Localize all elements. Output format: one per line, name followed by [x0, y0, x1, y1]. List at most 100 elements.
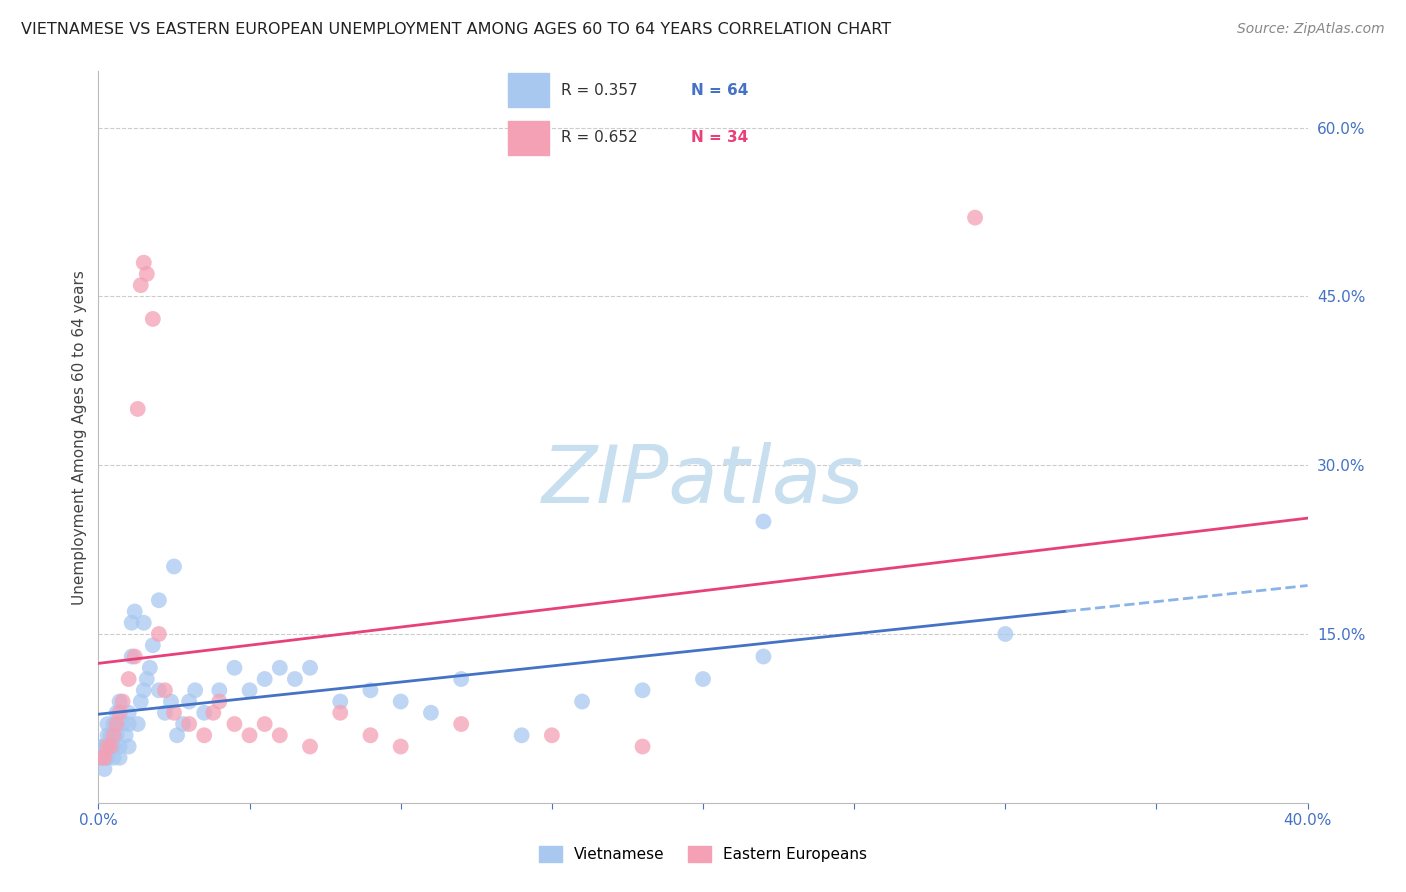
Point: [103, 739, 125, 754]
Point: [96, 717, 118, 731]
Point: [752, 515, 775, 529]
Text: R = 0.357: R = 0.357: [561, 83, 637, 97]
Point: [96, 739, 118, 754]
Point: [111, 694, 134, 708]
Point: [103, 717, 125, 731]
Point: [571, 694, 593, 708]
Point: [93, 739, 115, 754]
Point: [139, 661, 162, 675]
Point: [510, 728, 533, 742]
Point: [118, 739, 141, 754]
Point: [105, 717, 128, 731]
Point: [142, 638, 165, 652]
Point: [111, 717, 134, 731]
Point: [166, 728, 188, 742]
Point: [96, 728, 118, 742]
Legend: Vietnamese, Eastern Europeans: Vietnamese, Eastern Europeans: [533, 840, 873, 868]
Bar: [509, 73, 548, 106]
Point: [90, 751, 112, 765]
Point: [129, 278, 152, 293]
Point: [202, 706, 225, 720]
Point: [124, 649, 146, 664]
Point: [108, 751, 131, 765]
Point: [224, 717, 246, 731]
Text: N = 64: N = 64: [690, 83, 748, 97]
Point: [994, 627, 1017, 641]
Point: [752, 649, 775, 664]
Point: [184, 683, 207, 698]
Point: [96, 751, 118, 765]
Point: [965, 211, 987, 225]
Point: [103, 751, 125, 765]
Point: [179, 717, 201, 731]
Point: [540, 728, 562, 742]
Point: [148, 593, 170, 607]
Point: [127, 401, 149, 416]
Point: [103, 739, 125, 754]
Point: [239, 728, 262, 742]
Point: [93, 751, 115, 765]
Point: [135, 672, 157, 686]
Point: [224, 661, 246, 675]
Point: [90, 739, 112, 754]
Point: [96, 751, 118, 765]
Text: ZIPatlas: ZIPatlas: [541, 442, 865, 520]
Point: [631, 739, 654, 754]
Point: [193, 706, 215, 720]
Point: [160, 694, 183, 708]
Point: [93, 762, 115, 776]
Point: [108, 694, 131, 708]
Point: [121, 649, 143, 664]
Point: [100, 739, 122, 754]
Point: [127, 717, 149, 731]
Point: [269, 661, 291, 675]
Point: [132, 615, 155, 630]
Point: [172, 717, 194, 731]
Point: [692, 672, 714, 686]
Point: [208, 683, 231, 698]
Bar: [509, 121, 548, 155]
Point: [142, 312, 165, 326]
Text: R = 0.652: R = 0.652: [561, 130, 637, 145]
Point: [360, 728, 382, 742]
Point: [148, 627, 170, 641]
Point: [299, 661, 322, 675]
Point: [118, 672, 141, 686]
Point: [299, 739, 322, 754]
Point: [148, 683, 170, 698]
Point: [193, 728, 215, 742]
Point: [100, 728, 122, 742]
Point: [100, 739, 122, 754]
Point: [93, 739, 115, 754]
Point: [105, 728, 128, 742]
Point: [118, 717, 141, 731]
Text: Source: ZipAtlas.com: Source: ZipAtlas.com: [1237, 22, 1385, 37]
Point: [239, 683, 262, 698]
Point: [132, 255, 155, 269]
Point: [114, 728, 136, 742]
Point: [105, 706, 128, 720]
Point: [108, 739, 131, 754]
Point: [153, 706, 176, 720]
Point: [329, 694, 352, 708]
Point: [450, 672, 472, 686]
Point: [118, 706, 141, 720]
Point: [269, 728, 291, 742]
Point: [420, 706, 443, 720]
Point: [253, 672, 276, 686]
Point: [329, 706, 352, 720]
Point: [450, 717, 472, 731]
Point: [389, 694, 412, 708]
Point: [129, 694, 152, 708]
Point: [90, 751, 112, 765]
Point: [360, 683, 382, 698]
Point: [153, 683, 176, 698]
Point: [121, 615, 143, 630]
Point: [103, 728, 125, 742]
Point: [132, 683, 155, 698]
Point: [253, 717, 276, 731]
Point: [208, 694, 231, 708]
Point: [108, 706, 131, 720]
Text: VIETNAMESE VS EASTERN EUROPEAN UNEMPLOYMENT AMONG AGES 60 TO 64 YEARS CORRELATIO: VIETNAMESE VS EASTERN EUROPEAN UNEMPLOYM…: [21, 22, 891, 37]
Point: [135, 267, 157, 281]
